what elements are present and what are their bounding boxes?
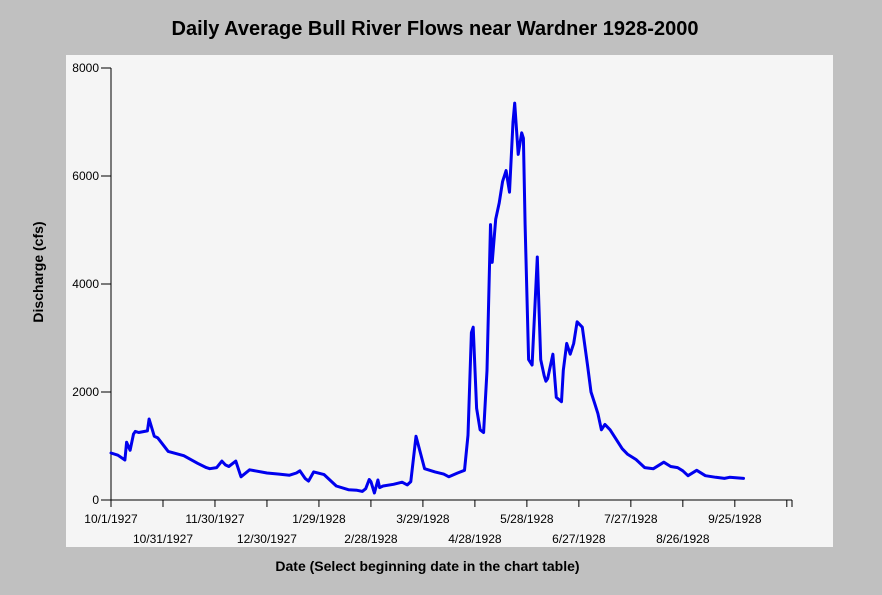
x-axis-title: Date (Select beginning date in the chart… bbox=[275, 558, 580, 574]
x-tick-label: 5/28/1928 bbox=[500, 512, 554, 526]
y-tick-label: 0 bbox=[92, 493, 99, 507]
x-tick-label: 4/28/1928 bbox=[448, 532, 502, 546]
y-tick-label: 6000 bbox=[72, 169, 99, 183]
x-tick-label: 6/27/1928 bbox=[552, 532, 606, 546]
x-tick-label: 10/1/1927 bbox=[84, 512, 138, 526]
x-tick-label: 2/28/1928 bbox=[344, 532, 398, 546]
series-line bbox=[109, 101, 745, 495]
x-tick-label: 9/25/1928 bbox=[708, 512, 762, 526]
y-tick-label: 8000 bbox=[72, 61, 99, 75]
x-tick-label: 8/26/1928 bbox=[656, 532, 710, 546]
plot-group: 0 2000 4000 6000 8000 10/1/1927 10/31/1927 11/3… bbox=[72, 61, 793, 546]
x-tick-label: 10/31/1927 bbox=[133, 532, 193, 546]
y-tick-label: 4000 bbox=[72, 277, 99, 291]
x-tick-label: 7/27/1928 bbox=[604, 512, 658, 526]
x-tick-label: 12/30/1927 bbox=[237, 532, 297, 546]
chart-title: Daily Average Bull River Flows near Ward… bbox=[171, 18, 699, 40]
x-tick-label: 3/29/1928 bbox=[396, 512, 450, 526]
x-tick-label: 11/30/1927 bbox=[185, 512, 244, 526]
x-tick-label: 1/29/1928 bbox=[292, 512, 346, 526]
chart-panel bbox=[66, 55, 833, 547]
y-axis-title: Discharge (cfs) bbox=[30, 221, 46, 323]
y-tick-label: 2000 bbox=[72, 385, 99, 399]
